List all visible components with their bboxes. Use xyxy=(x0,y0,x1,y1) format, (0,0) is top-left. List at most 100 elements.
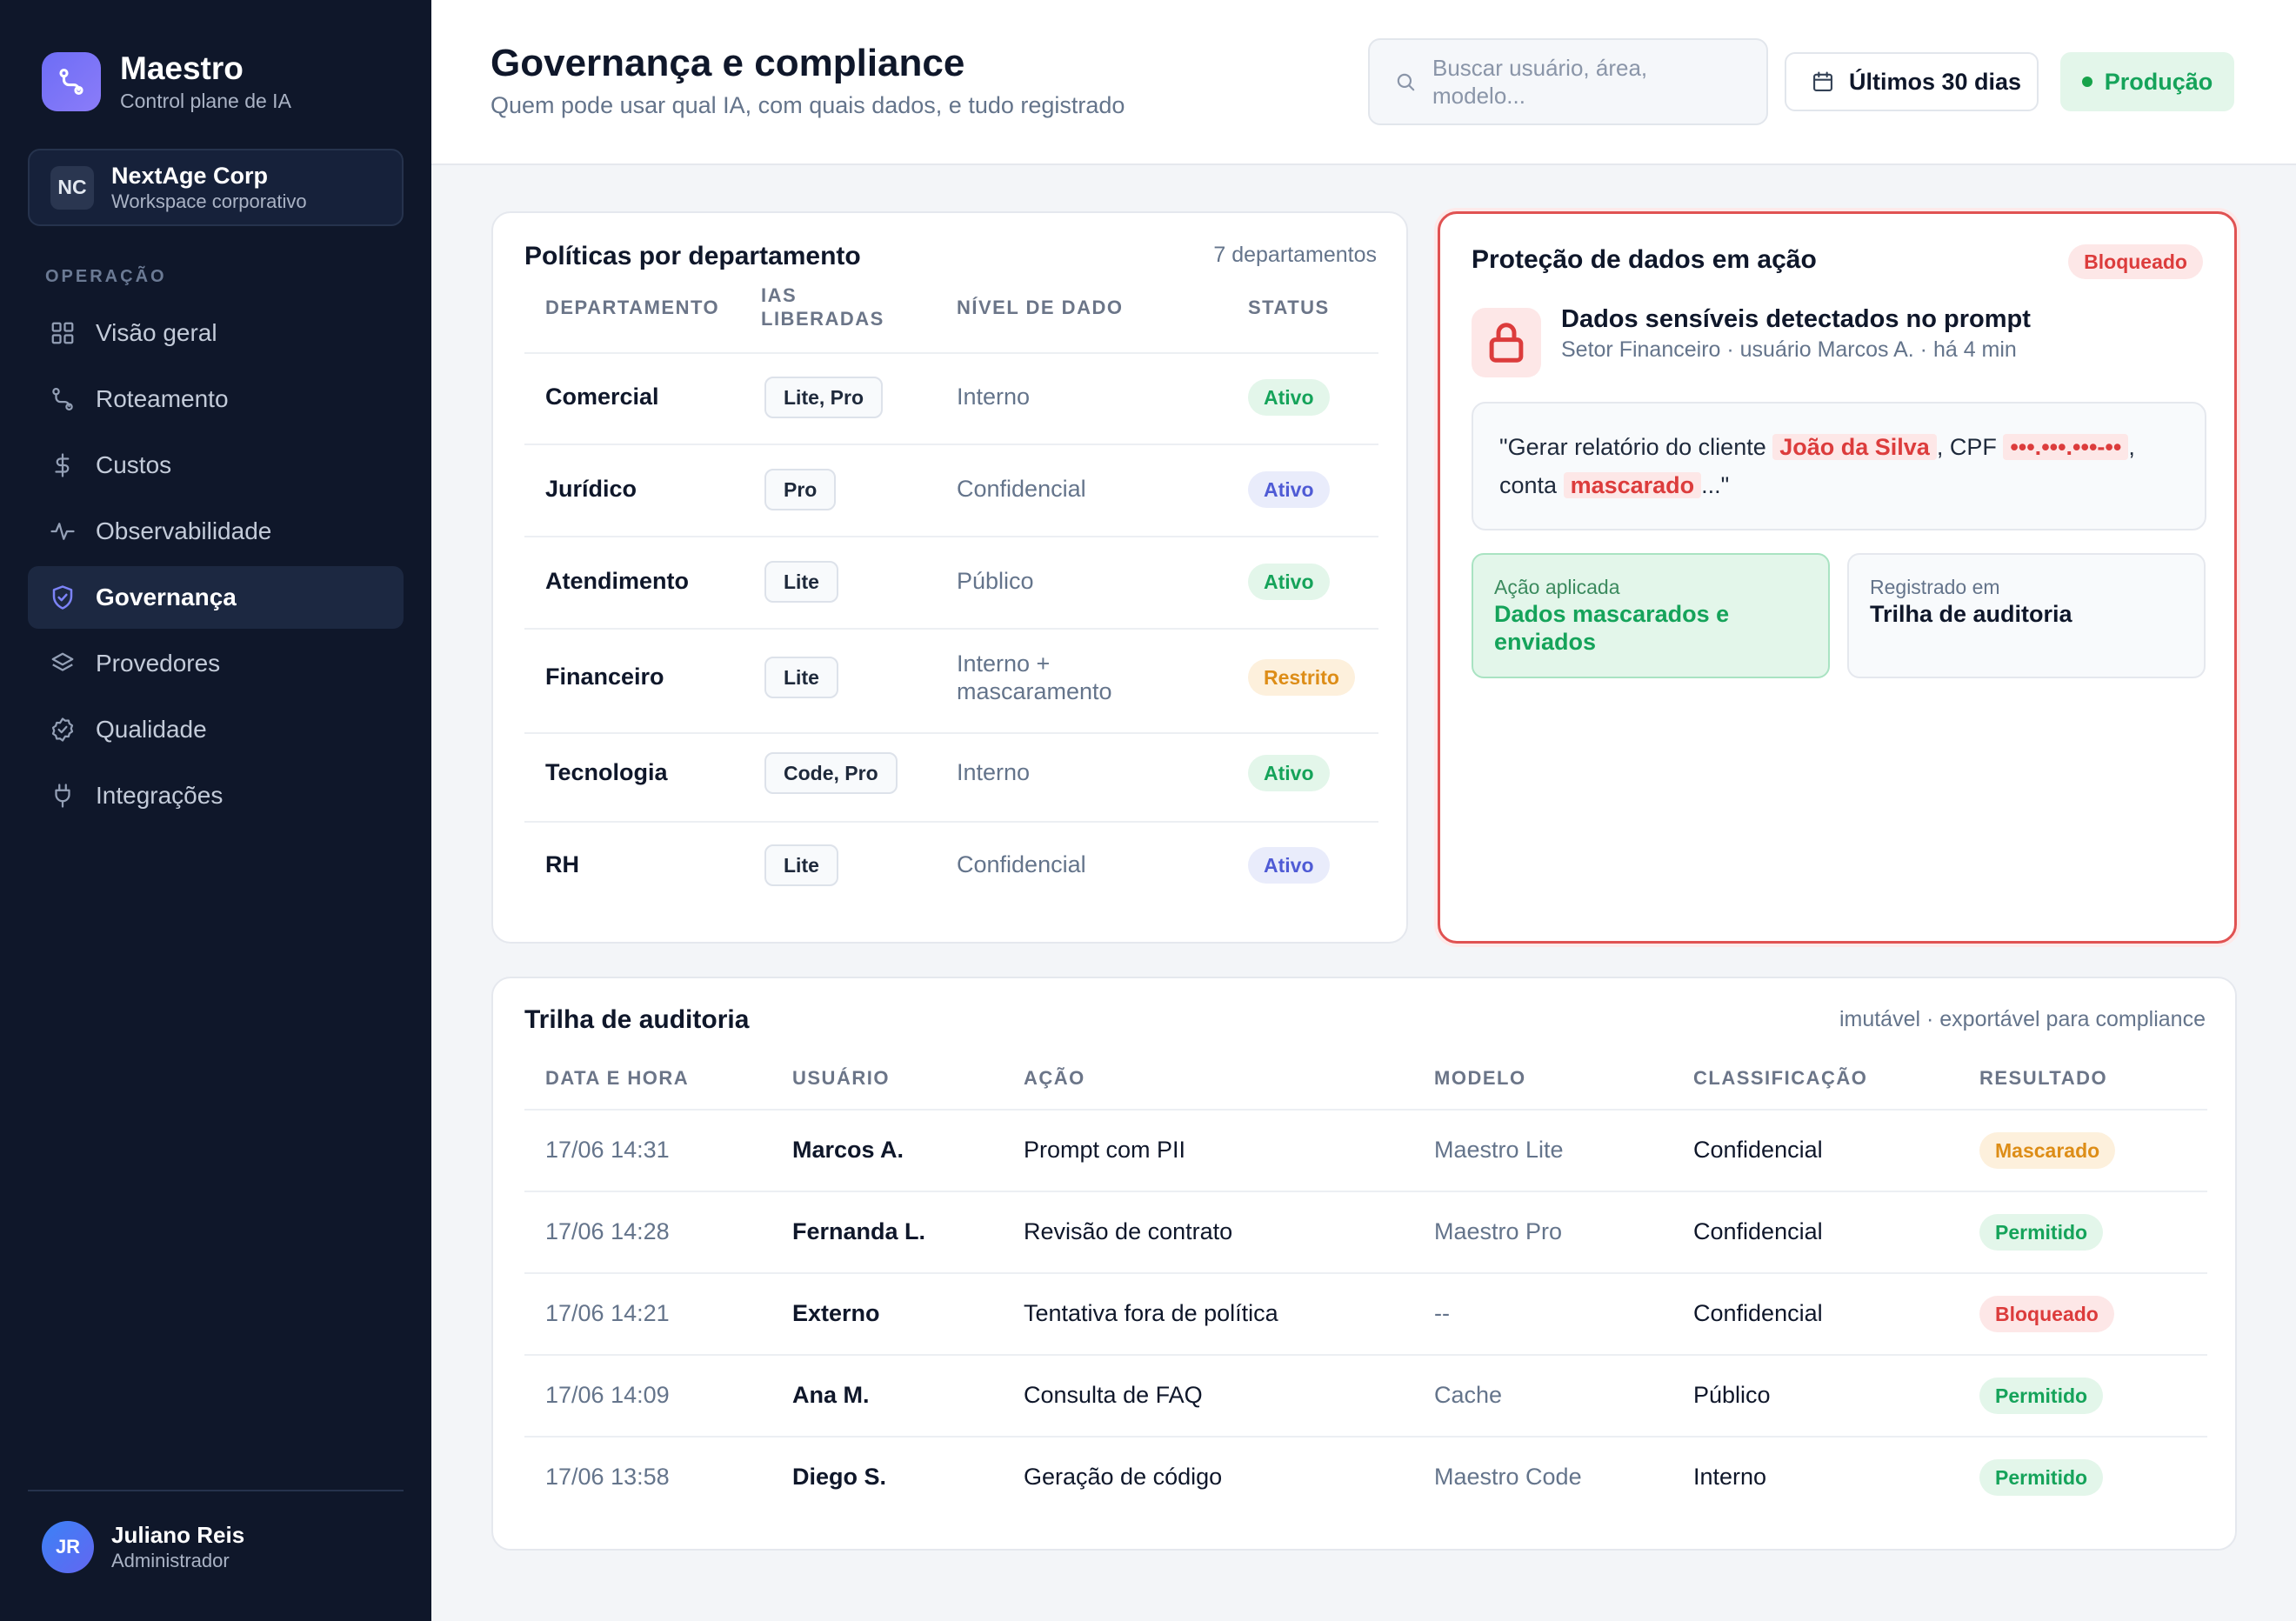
action-value: Dados mascarados e enviados xyxy=(1494,601,1730,655)
audit-datetime: 17/06 14:09 xyxy=(545,1382,670,1408)
plug-icon xyxy=(49,782,77,810)
workspace-name: NextAge Corp xyxy=(111,163,269,189)
sidebar-item-roteamento[interactable]: Roteamento xyxy=(28,368,404,430)
audit-datetime: 17/06 14:28 xyxy=(545,1218,670,1244)
user-profile[interactable]: JR Juliano Reis Administrador xyxy=(42,1521,244,1573)
audit-datetime: 17/06 14:21 xyxy=(545,1300,670,1326)
status-badge: Restrito xyxy=(1248,659,1355,696)
models-tag: Lite xyxy=(764,657,838,698)
column-header-datetime: DATA E HORA xyxy=(545,1067,690,1089)
row-divider xyxy=(524,821,1378,823)
status-dot-icon xyxy=(2081,77,2092,87)
department-name: Tecnologia xyxy=(545,759,668,785)
audit-meta: imutável · exportável para compliance xyxy=(1839,1007,2206,1031)
audit-classification: Interno xyxy=(1693,1464,1767,1490)
sidebar-item-qualidade[interactable]: Qualidade xyxy=(28,698,404,761)
audit-model: Maestro Lite xyxy=(1434,1137,1564,1163)
data-level: Público xyxy=(957,568,1034,594)
table-divider xyxy=(524,1109,2207,1111)
avatar: JR xyxy=(42,1521,94,1573)
route-logo-icon xyxy=(42,52,101,111)
audit-action: Prompt com PII xyxy=(1024,1137,1186,1163)
row-divider xyxy=(524,732,1378,734)
models-tag: Lite xyxy=(764,844,838,886)
column-header-models: IAS LIBERADAS xyxy=(761,284,884,330)
brand[interactable]: Maestro Control plane de IA xyxy=(42,50,291,114)
department-name: Financeiro xyxy=(545,664,664,690)
date-range-button[interactable]: Últimos 30 dias xyxy=(1785,52,2039,111)
sidebar: Maestro Control plane de IA NC NextAge C… xyxy=(0,0,431,1621)
column-header-model: MODELO xyxy=(1434,1067,1526,1089)
page-subtitle: Quem pode usar qual IA, com quais dados,… xyxy=(491,92,1125,118)
result-badge: Mascarado xyxy=(1979,1132,2116,1169)
sidebar-item-integracoes[interactable]: Integrações xyxy=(28,764,404,827)
grid-icon xyxy=(49,319,77,347)
prompt-text: , CPF xyxy=(1936,434,2004,460)
action-label: Ação aplicada xyxy=(1494,576,1620,598)
workspace-switcher[interactable]: NC NextAge Corp Workspace corporativo xyxy=(28,149,404,226)
sidebar-item-custos[interactable]: Custos xyxy=(28,434,404,497)
audit-user: Fernanda L. xyxy=(792,1218,926,1244)
sidebar-item-governanca[interactable]: Governança xyxy=(28,566,404,629)
brand-subtitle: Control plane de IA xyxy=(120,90,291,112)
audit-action: Geração de código xyxy=(1024,1464,1223,1490)
search-input[interactable]: Buscar usuário, área, modelo... xyxy=(1368,38,1768,125)
sidebar-divider xyxy=(28,1490,404,1491)
models-tag: Code, Pro xyxy=(764,752,898,794)
prompt-text: "Gerar relatório do cliente xyxy=(1499,434,1773,460)
row-divider xyxy=(524,444,1378,445)
masked-prompt: "Gerar relatório do cliente João da Silv… xyxy=(1472,402,2206,530)
audit-model: Cache xyxy=(1434,1382,1503,1408)
nav-section-label: OPERAÇÃO xyxy=(45,267,167,286)
sidebar-item-observabilidade[interactable]: Observabilidade xyxy=(28,500,404,563)
audit-model: Maestro Pro xyxy=(1434,1218,1563,1244)
shield-icon xyxy=(49,584,77,611)
masked-cpf: •••.•••.•••-•• xyxy=(2003,434,2129,460)
department-name: Comercial xyxy=(545,384,659,410)
sidebar-item-label: Visão geral xyxy=(96,319,217,346)
result-badge: Permitido xyxy=(1979,1214,2104,1251)
result-badge: Bloqueado xyxy=(1979,1296,2114,1332)
data-level: Interno xyxy=(957,384,1031,410)
search-icon xyxy=(1394,70,1417,93)
department-name: Jurídico xyxy=(545,476,637,502)
audit-classification: Confidencial xyxy=(1693,1218,1823,1244)
prompt-text: , conta xyxy=(1499,434,2135,498)
log-label: Registrado em xyxy=(1870,576,2000,598)
audit-trail-card: Trilha de auditoria imutável · exportáve… xyxy=(491,977,2237,1551)
row-divider xyxy=(524,1436,2207,1438)
audit-title: Trilha de auditoria xyxy=(524,1005,750,1034)
column-header-user: USUÁRIO xyxy=(792,1067,890,1089)
column-header-status: STATUS xyxy=(1248,297,1330,318)
column-header-department: DEPARTAMENTO xyxy=(545,297,720,318)
workspace-avatar: NC xyxy=(50,165,94,210)
status-badge: Ativo xyxy=(1248,471,1330,508)
lock-icon xyxy=(1472,308,1541,377)
activity-icon xyxy=(49,517,77,545)
protection-title: Proteção de dados em ação xyxy=(1472,245,1817,274)
audit-action: Consulta de FAQ xyxy=(1024,1382,1203,1408)
result-badge: Permitido xyxy=(1979,1378,2104,1414)
page-header: Governança e compliance Quem pode usar q… xyxy=(431,0,2296,165)
sidebar-nav: Visão geral Roteamento Custos Observabil… xyxy=(28,302,404,831)
data-level: Interno + mascaramento xyxy=(957,650,1112,704)
user-role: Administrador xyxy=(111,1550,230,1571)
sidebar-item-visao-geral[interactable]: Visão geral xyxy=(28,302,404,364)
environment-badge[interactable]: Produção xyxy=(2060,52,2234,111)
layers-icon xyxy=(49,650,77,677)
status-badge: Ativo xyxy=(1248,564,1330,600)
environment-label: Produção xyxy=(2104,68,2213,95)
data-protection-card: Proteção de dados em ação Bloqueado Dado… xyxy=(1438,211,2237,944)
blocked-badge: Bloqueado xyxy=(2068,244,2203,279)
audit-log-box[interactable]: Registrado em Trilha de auditoria xyxy=(1847,553,2206,678)
prompt-text: ..." xyxy=(1701,472,1730,498)
dollar-icon xyxy=(49,451,77,479)
status-badge: Ativo xyxy=(1248,379,1330,416)
sidebar-item-label: Governança xyxy=(96,584,237,610)
status-badge: Ativo xyxy=(1248,847,1330,884)
row-divider xyxy=(524,1354,2207,1356)
event-title: Dados sensíveis detectados no prompt xyxy=(1561,305,2031,333)
event-meta: Setor Financeiro · usuário Marcos A. · h… xyxy=(1561,337,2017,362)
sidebar-item-provedores[interactable]: Provedores xyxy=(28,632,404,695)
masked-name: João da Silva xyxy=(1772,434,1937,460)
